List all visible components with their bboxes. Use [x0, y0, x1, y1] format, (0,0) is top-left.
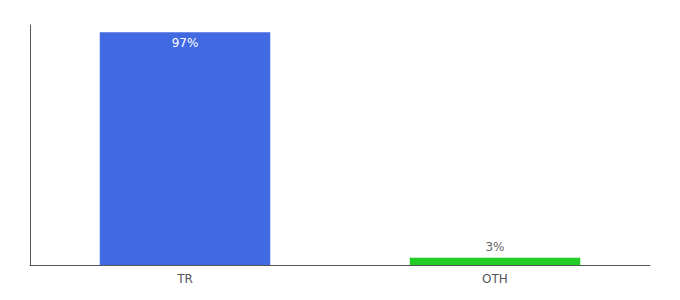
- svg-text:3%: 3%: [485, 240, 504, 254]
- svg-text:97%: 97%: [172, 36, 199, 50]
- svg-text:TR: TR: [176, 272, 193, 286]
- svg-text:OTH: OTH: [482, 272, 508, 286]
